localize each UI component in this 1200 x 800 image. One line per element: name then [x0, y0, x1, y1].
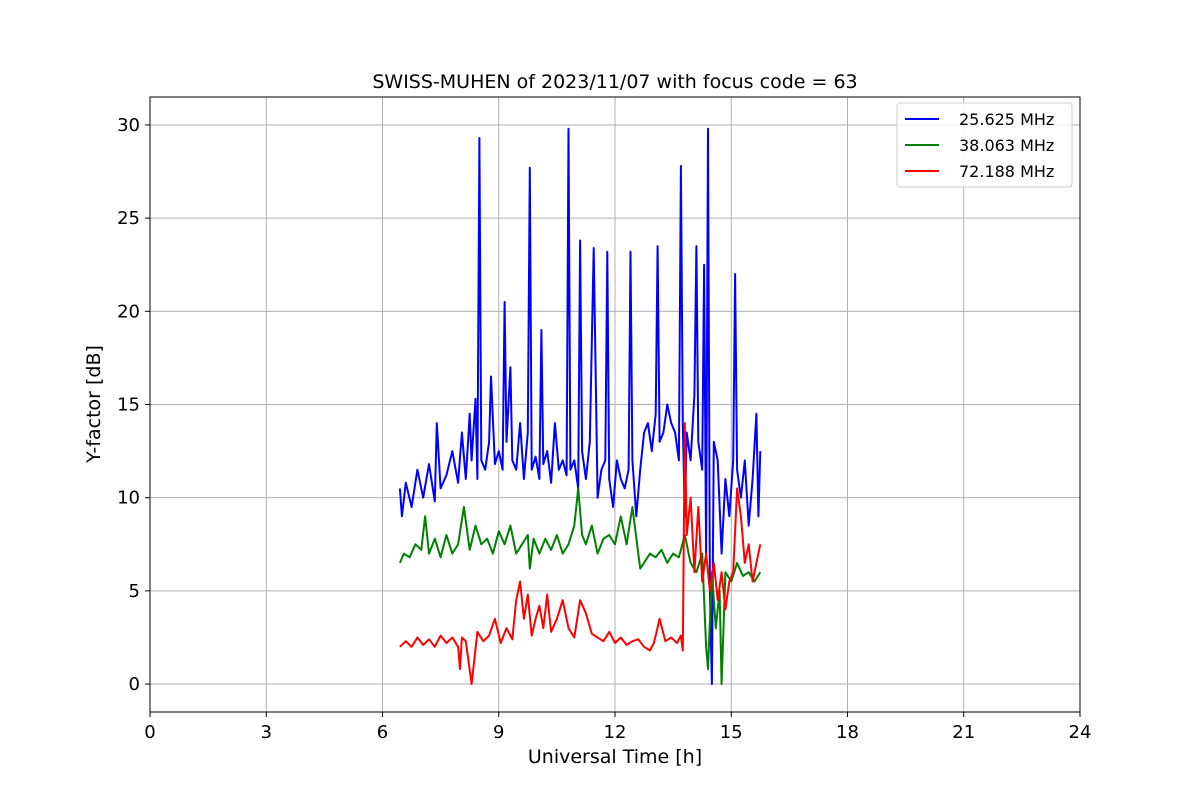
x-tick-label: 0 — [144, 722, 155, 743]
y-tick-label: 0 — [129, 674, 140, 695]
x-tick-label: 6 — [377, 722, 388, 743]
y-tick-label: 5 — [129, 581, 140, 602]
legend-label-1: 38.063 MHz — [959, 136, 1054, 155]
x-tick-label: 21 — [952, 722, 975, 743]
x-tick-label: 24 — [1069, 722, 1092, 743]
legend: 25.625 MHz 38.063 MHz 72.188 MHz — [896, 102, 1073, 188]
series-line-2 — [399, 422, 762, 685]
y-tick-label: 30 — [117, 115, 140, 136]
plot-area — [398, 127, 762, 685]
y-tick-label: 20 — [117, 301, 140, 322]
y-tick-label: 10 — [117, 488, 140, 509]
series-line-1 — [398, 487, 762, 685]
x-tick-label: 18 — [836, 722, 859, 743]
y-axis-label: Y-factor [dB] — [83, 345, 105, 464]
legend-box — [896, 102, 1073, 188]
x-tick-label: 12 — [604, 722, 627, 743]
chart-title: SWISS-MUHEN of 2023/11/07 with focus cod… — [372, 71, 857, 93]
x-axis-label: Universal Time [h] — [528, 746, 702, 768]
y-tick-label: 25 — [117, 208, 140, 229]
x-tick-label: 9 — [493, 722, 504, 743]
series-line-0 — [398, 127, 762, 685]
ticks: 0 3 6 9 12 15 18 21 24 0 5 10 15 20 25 30 — [117, 115, 1091, 743]
y-tick-label: 15 — [117, 395, 140, 416]
x-tick-label: 3 — [261, 722, 272, 743]
x-tick-label: 15 — [720, 722, 743, 743]
legend-label-2: 72.188 MHz — [959, 162, 1054, 181]
legend-label-0: 25.625 MHz — [959, 110, 1054, 129]
